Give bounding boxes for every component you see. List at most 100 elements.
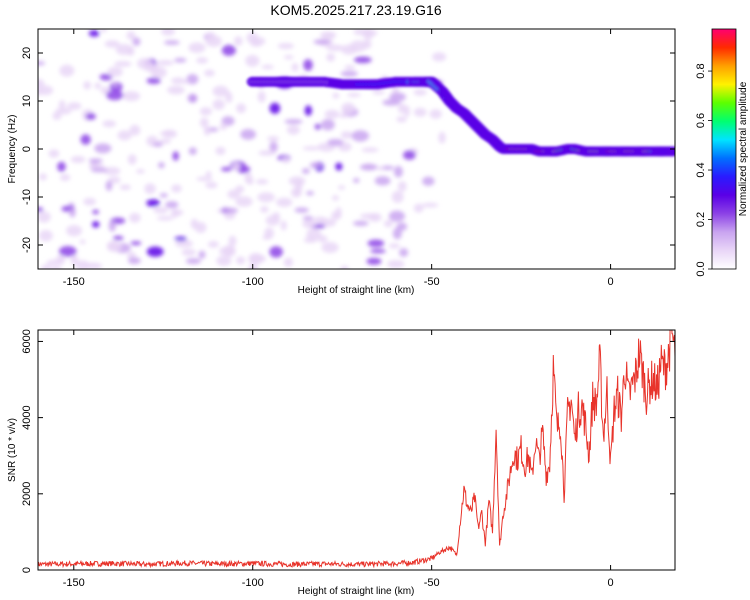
- noise-blob: [269, 141, 278, 153]
- noise-blob: [413, 203, 424, 213]
- noise-blob: [258, 150, 276, 156]
- noise-blob: [294, 207, 309, 213]
- noise-blob: [288, 176, 306, 186]
- noise-blob: [194, 221, 207, 233]
- noise-blob: [167, 85, 185, 95]
- noise-blob: [112, 235, 124, 241]
- noise-blob: [220, 167, 232, 172]
- noise-blob: [212, 99, 225, 110]
- spectrogram-y-tick-label: 10: [21, 95, 33, 107]
- noise-blob: [52, 111, 62, 121]
- noise-blob: [335, 162, 343, 171]
- noise-blob: [245, 54, 260, 67]
- signal-track: [246, 76, 675, 157]
- colorbar-label: Normalized spectral amplitude: [738, 81, 749, 216]
- noise-blob: [303, 237, 318, 243]
- noise-blob: [362, 29, 374, 40]
- snr-x-axis-label: Height of straight line (km): [298, 586, 415, 597]
- noise-blob: [67, 102, 82, 110]
- noise-blob: [108, 220, 116, 232]
- noise-blob: [188, 42, 206, 53]
- noise-blob: [377, 166, 384, 171]
- noise-blob: [173, 209, 184, 216]
- noise-blob: [339, 113, 348, 119]
- snr-y-tick-label: 2000: [21, 482, 33, 506]
- noise-blob: [59, 245, 77, 257]
- spectrogram-x-axis: -150 -100 -50 0: [63, 29, 614, 288]
- noise-blob: [387, 259, 405, 269]
- noise-blob: [236, 103, 247, 114]
- noise-blob: [59, 173, 71, 182]
- colorbar-tick-label: 0.4: [695, 162, 707, 177]
- noise-blob: [196, 176, 213, 182]
- noise-blob: [88, 158, 103, 163]
- noise-blob: [361, 147, 379, 153]
- noise-blob: [158, 138, 171, 144]
- noise-blob: [92, 209, 100, 215]
- colorbar-tick-label: 0.6: [695, 113, 707, 128]
- snr-panel: -150 -100 -50 0 0 2000 4000 6000 Height of str…: [7, 329, 676, 597]
- noise-blob: [374, 176, 391, 186]
- noise-blob: [388, 210, 405, 222]
- noise-blob: [399, 248, 409, 257]
- noise-blob: [205, 181, 218, 189]
- colorbar-axis: 0.0 0.2 0.4 0.6 0.8: [695, 63, 712, 277]
- noise-blob: [326, 53, 335, 62]
- noise-blob: [161, 29, 176, 36]
- chart-title: KOM5.2025.217.23.19.G16: [270, 2, 441, 18]
- noise-blob: [132, 37, 141, 46]
- noise-blob: [106, 90, 124, 101]
- spectrogram-x-tick-label: -150: [63, 276, 85, 288]
- noise-blob: [153, 207, 169, 214]
- noise-blob: [102, 120, 116, 128]
- noise-blob: [234, 36, 243, 46]
- noise-blob: [291, 63, 299, 72]
- noise-blob: [171, 77, 186, 84]
- noise-blob: [344, 65, 356, 70]
- noise-blob: [421, 202, 439, 208]
- noise-blob: [56, 255, 66, 263]
- noise-blob: [228, 235, 237, 247]
- noise-blob: [175, 239, 194, 248]
- snr-x-axis: -150 -100 -50 0: [63, 330, 614, 589]
- noise-blob: [286, 124, 300, 135]
- noise-blob: [269, 102, 281, 114]
- noise-blob: [146, 246, 164, 257]
- noise-blob: [326, 44, 344, 52]
- noise-blob: [70, 155, 86, 164]
- noise-blob: [204, 69, 215, 77]
- noise-blob: [301, 168, 310, 174]
- colorbar-tick-label: 0.0: [695, 261, 707, 276]
- noise-blob: [196, 57, 208, 64]
- noise-blob: [38, 61, 46, 66]
- colorbar-scale: [712, 29, 736, 269]
- noise-blob: [185, 258, 202, 265]
- noise-blob: [283, 55, 294, 60]
- colorbar-tick-label: 0.2: [695, 212, 707, 227]
- snr-y-tick-label: 4000: [21, 405, 33, 429]
- noise-blob: [340, 70, 359, 77]
- noise-blob: [162, 129, 178, 139]
- noise-blob: [353, 56, 372, 64]
- signal-track-core: [668, 148, 675, 154]
- noise-blob: [39, 230, 53, 242]
- noise-blob: [240, 128, 256, 140]
- noise-blob: [212, 85, 229, 97]
- noise-blob: [276, 197, 293, 207]
- noise-blob: [216, 255, 232, 266]
- noise-blob: [304, 105, 313, 116]
- noise-blob: [388, 243, 401, 249]
- noise-blob: [347, 92, 361, 98]
- noise-blob: [94, 82, 102, 90]
- noise-blob: [207, 240, 219, 248]
- noise-blob: [94, 143, 112, 154]
- noise-blob: [302, 219, 317, 229]
- noise-blob: [290, 187, 301, 198]
- noise-blob: [309, 162, 323, 169]
- noise-blob: [117, 130, 132, 141]
- noise-blob: [38, 211, 51, 223]
- noise-blob: [432, 52, 447, 62]
- noise-blob: [331, 195, 339, 201]
- noise-blob: [303, 59, 313, 71]
